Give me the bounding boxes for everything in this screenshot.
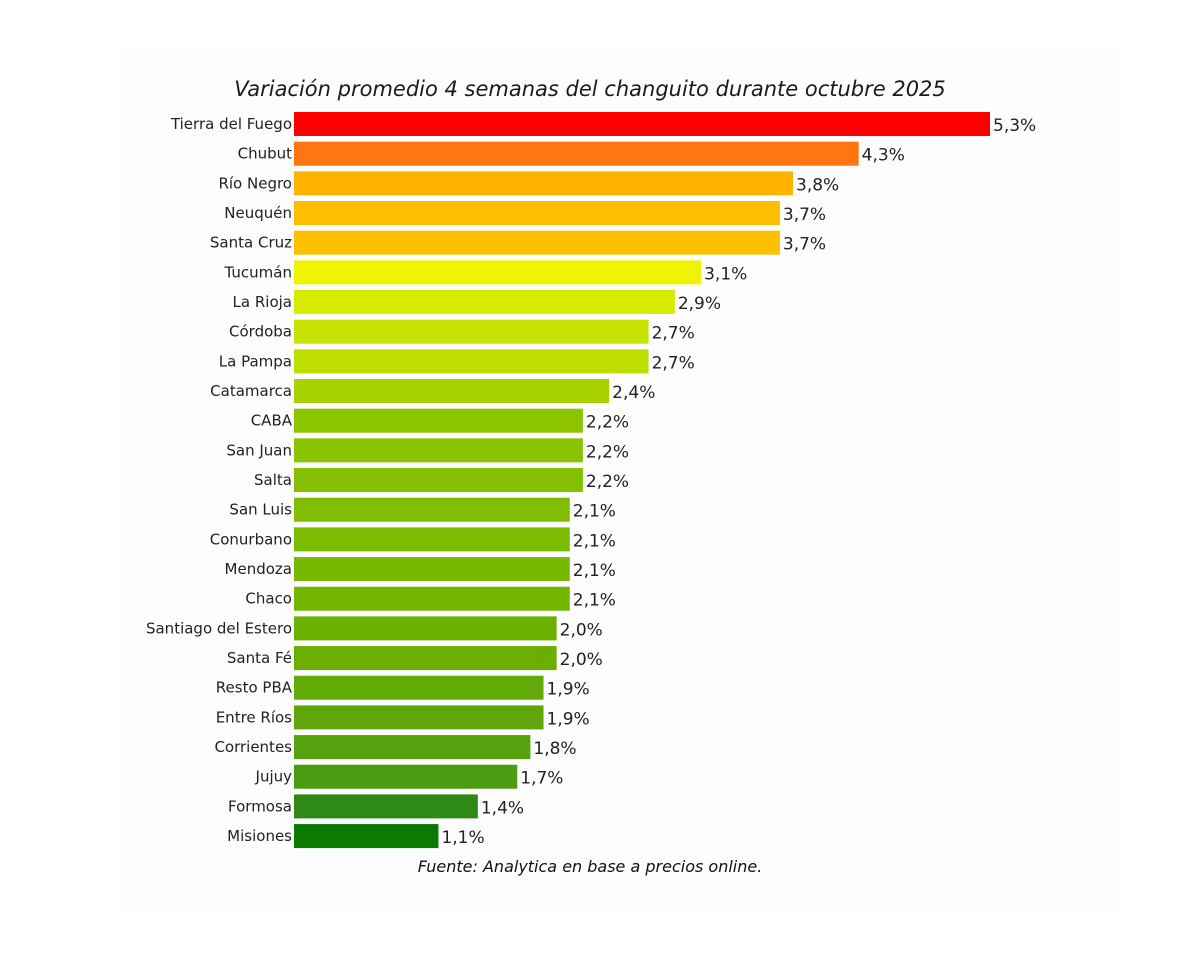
value-label: 3,7% [783, 205, 826, 225]
value-label: 4,3% [862, 146, 905, 166]
category-label: Catamarca [210, 382, 292, 400]
category-label: Salta [254, 471, 292, 489]
bar [294, 675, 544, 700]
bar [294, 438, 583, 463]
value-label: 2,9% [678, 294, 721, 314]
bar [294, 646, 557, 671]
value-label: 2,1% [573, 502, 616, 522]
value-label: 1,8% [533, 739, 576, 759]
value-label: 2,2% [586, 413, 629, 433]
chart-title: Variación promedio 4 semanas del changui… [234, 77, 946, 101]
category-label: Jujuy [255, 768, 293, 786]
bar [294, 201, 780, 226]
value-label: 2,2% [586, 472, 629, 492]
category-label: Santa Fé [227, 649, 292, 667]
bar [294, 497, 570, 522]
bar [294, 260, 702, 285]
category-label: Mendoza [225, 560, 292, 578]
bar [294, 112, 990, 136]
category-label: Corrientes [214, 738, 292, 756]
category-label: Tucumán [224, 263, 292, 281]
bar [294, 468, 583, 493]
bar [294, 764, 518, 789]
value-label: 1,1% [441, 828, 484, 848]
category-label: Neuquén [224, 204, 292, 222]
value-label: 1,9% [547, 709, 590, 729]
category-label: Entre Ríos [216, 708, 292, 726]
bar [294, 616, 557, 641]
value-label: 1,7% [520, 769, 563, 789]
value-label: 3,8% [796, 175, 839, 195]
value-label: 2,1% [573, 591, 616, 611]
bar [294, 171, 794, 196]
bar [294, 824, 439, 849]
bar [294, 794, 478, 819]
category-label: Chubut [238, 145, 293, 163]
source-note: Fuente: Analytica en base a precios onli… [418, 857, 763, 876]
bar [294, 319, 649, 344]
bars-group: Tierra del Fuego 5,3% Chubut 4,3% Río Negro 3… [146, 112, 1036, 849]
value-label: 2,7% [652, 324, 695, 344]
value-label: 5,3% [993, 116, 1036, 136]
bar [294, 527, 570, 552]
category-label: Formosa [228, 797, 292, 815]
bar [294, 586, 570, 611]
category-label: Tierra del Fuego [170, 115, 292, 133]
category-label: La Pampa [219, 352, 292, 370]
bar [294, 557, 570, 582]
value-label: 2,0% [560, 620, 603, 640]
category-label: Conurbano [210, 530, 292, 548]
value-label: 1,4% [481, 798, 524, 818]
category-label: Santiago del Estero [146, 619, 292, 637]
category-label: Córdoba [229, 323, 292, 341]
category-label: Santa Cruz [210, 234, 292, 252]
category-label: Chaco [245, 590, 292, 608]
bar [294, 379, 610, 404]
category-label: San Luis [229, 501, 292, 519]
value-label: 2,1% [573, 561, 616, 581]
bar [294, 735, 531, 760]
value-label: 2,1% [573, 531, 616, 551]
bar [294, 230, 780, 255]
bar [294, 290, 675, 315]
value-label: 2,0% [560, 650, 603, 670]
bar [294, 705, 544, 730]
value-label: 3,1% [704, 264, 747, 284]
value-label: 1,9% [547, 680, 590, 700]
category-label: Misiones [227, 827, 292, 845]
value-label: 2,4% [612, 383, 655, 403]
category-label: La Rioja [233, 293, 292, 311]
category-label: CABA [251, 412, 293, 430]
value-label: 2,2% [586, 442, 629, 462]
category-label: Resto PBA [216, 679, 293, 697]
bar [294, 408, 583, 433]
bar [294, 349, 649, 374]
category-label: San Juan [226, 441, 292, 459]
bar [294, 141, 859, 166]
value-label: 3,7% [783, 235, 826, 255]
category-label: Río Negro [218, 174, 292, 192]
value-label: 2,7% [652, 353, 695, 373]
